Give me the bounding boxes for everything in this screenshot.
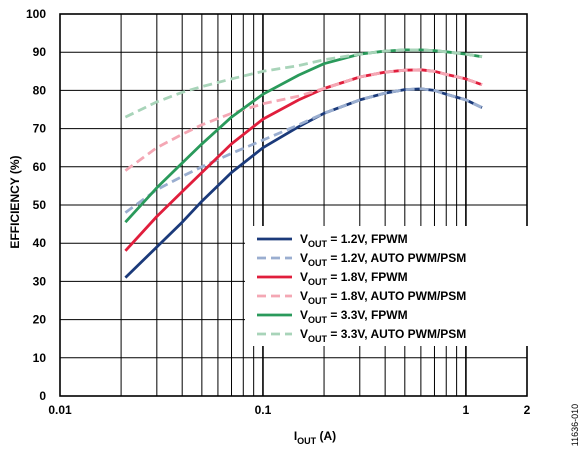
y-tick-label: 80 <box>33 83 47 97</box>
y-tick-label: 20 <box>33 313 47 327</box>
series-line-2 <box>124 87 483 214</box>
legend-label-rest: = 1.2V, FPWM <box>327 232 408 246</box>
legend-label-subscript: OUT <box>308 296 328 306</box>
legend-label-main: V <box>300 289 308 303</box>
y-tick-label: 0 <box>39 389 46 403</box>
legend-label-4: VOUT = 1.8V, AUTO PWM/PSM <box>300 289 466 306</box>
legend-label-3: VOUT = 1.8V, FPWM <box>300 270 408 287</box>
legend-label-main: V <box>300 232 308 246</box>
legend-label-rest: = 1.8V, FPWM <box>327 270 408 284</box>
legend-label-main: V <box>300 270 308 284</box>
y-tick-label: 100 <box>26 7 46 21</box>
legend-label-main: V <box>300 308 308 322</box>
legend-label-rest: = 1.2V, AUTO PWM/PSM <box>327 251 466 265</box>
x-axis-title-unit: (A) <box>316 429 336 443</box>
legend-label-rest: = 3.3V, AUTO PWM/PSM <box>327 327 466 341</box>
y-tick-labels: 0 10 20 30 40 50 60 70 80 90 100 <box>26 7 46 403</box>
plot-frame <box>59 13 528 397</box>
legend-label-subscript: OUT <box>308 277 328 287</box>
y-tick-label: 10 <box>33 351 47 365</box>
series-line-4 <box>124 68 483 172</box>
y-tick-label: 90 <box>33 45 47 59</box>
plot-border <box>59 13 528 397</box>
y-tick-label: 60 <box>33 160 47 174</box>
y-tick-label: 40 <box>33 236 47 250</box>
x-tick-label: 2 <box>524 403 531 417</box>
x-axis-title: IOUT (A) <box>294 429 336 446</box>
legend-label-5: VOUT = 3.3V, FPWM <box>300 308 408 325</box>
y-tick-label: 30 <box>33 274 47 288</box>
legend-label-2: VOUT = 1.2V, AUTO PWM/PSM <box>300 251 466 268</box>
legend-label-subscript: OUT <box>308 334 328 344</box>
legend-label-subscript: OUT <box>308 258 328 268</box>
legend-label-subscript: OUT <box>308 239 328 249</box>
legend-label-1: VOUT = 1.2V, FPWM <box>300 232 408 249</box>
y-tick-label: 70 <box>33 122 47 136</box>
x-tick-label: 0.1 <box>255 403 272 417</box>
x-axis-title-subscript: OUT <box>297 436 317 446</box>
legend-label-rest: = 1.8V, AUTO PWM/PSM <box>327 289 466 303</box>
x-tick-label: 1 <box>463 403 470 417</box>
legend-background <box>245 226 532 346</box>
legend-label-6: VOUT = 3.3V, AUTO PWM/PSM <box>300 327 466 344</box>
figure-id: 11636-010 <box>570 404 580 446</box>
legend-label-subscript: OUT <box>308 315 328 325</box>
legend-label-main: V <box>300 251 308 265</box>
legend-label-rest: = 3.3V, FPWM <box>327 308 408 322</box>
y-tick-label: 50 <box>33 198 47 212</box>
y-axis-title: EFFICIENCY (%) <box>8 155 22 248</box>
x-tick-label: 0.01 <box>48 403 72 417</box>
x-tick-labels: 0.01 0.1 1 2 <box>48 403 530 417</box>
x-axis-title-main: I <box>294 429 297 443</box>
chart-series-group <box>124 48 483 279</box>
legend-label-main: V <box>300 327 308 341</box>
series-line-6 <box>124 48 483 119</box>
